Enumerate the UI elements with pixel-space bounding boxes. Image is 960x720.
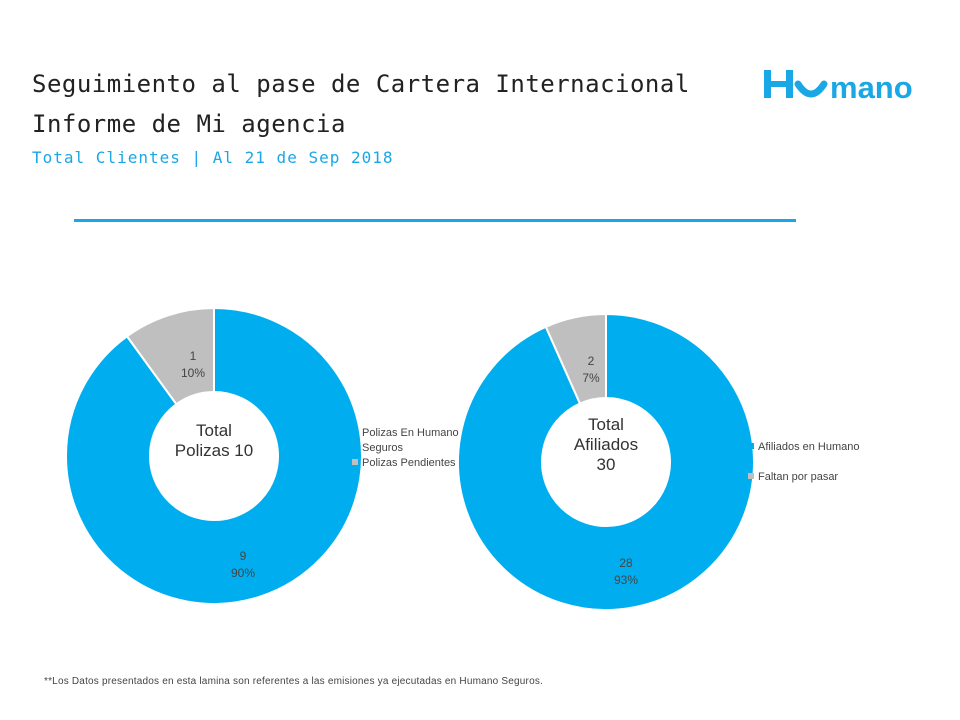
donut-slice-1 (544, 312, 607, 405)
legend-swatch (748, 443, 754, 449)
slice-value-label: 2 (588, 354, 595, 368)
legend-label: Seguros (362, 442, 403, 454)
donut-slice-0 (457, 312, 755, 611)
legend-swatch (352, 429, 358, 435)
donut-center-label: Total (196, 421, 232, 440)
humano-logo: mano (764, 70, 913, 105)
donut-slice-0 (65, 306, 363, 605)
slice-value-label: 1 (190, 349, 197, 363)
legend-swatch (352, 459, 358, 465)
slice-percent-label: 7% (582, 371, 600, 385)
donut-center-label: Polizas 10 (175, 441, 253, 460)
header-divider (74, 219, 796, 222)
donut-center-label: 30 (597, 455, 616, 474)
donut-center-label: Total (588, 415, 624, 434)
slice-percent-label: 93% (614, 573, 638, 587)
svg-text:mano: mano (830, 70, 913, 105)
footnote: **Los Datos presentados en esta lamina s… (44, 676, 544, 687)
legend-label: Polizas En Humano (362, 427, 459, 439)
slice-percent-label: 10% (181, 366, 205, 380)
slice-value-label: 9 (240, 549, 247, 563)
legend-label: Faltan por pasar (758, 471, 838, 483)
slice-percent-label: 90% (231, 566, 255, 580)
legend-swatch (748, 473, 754, 479)
legend-label: Afiliados en Humano (758, 441, 860, 453)
page-title: Seguimiento al pase de Cartera Internaci… (32, 70, 690, 98)
donut-slice-1 (125, 306, 215, 406)
page-subtitle: Informe de Mi agencia (32, 110, 346, 138)
donut-center-label: Afiliados (574, 435, 638, 454)
report-date-subtitle: Total Clientes | Al 21 de Sep 2018 (32, 148, 394, 167)
slice-value-label: 28 (619, 556, 633, 570)
legend-label: Polizas Pendientes (362, 457, 456, 469)
